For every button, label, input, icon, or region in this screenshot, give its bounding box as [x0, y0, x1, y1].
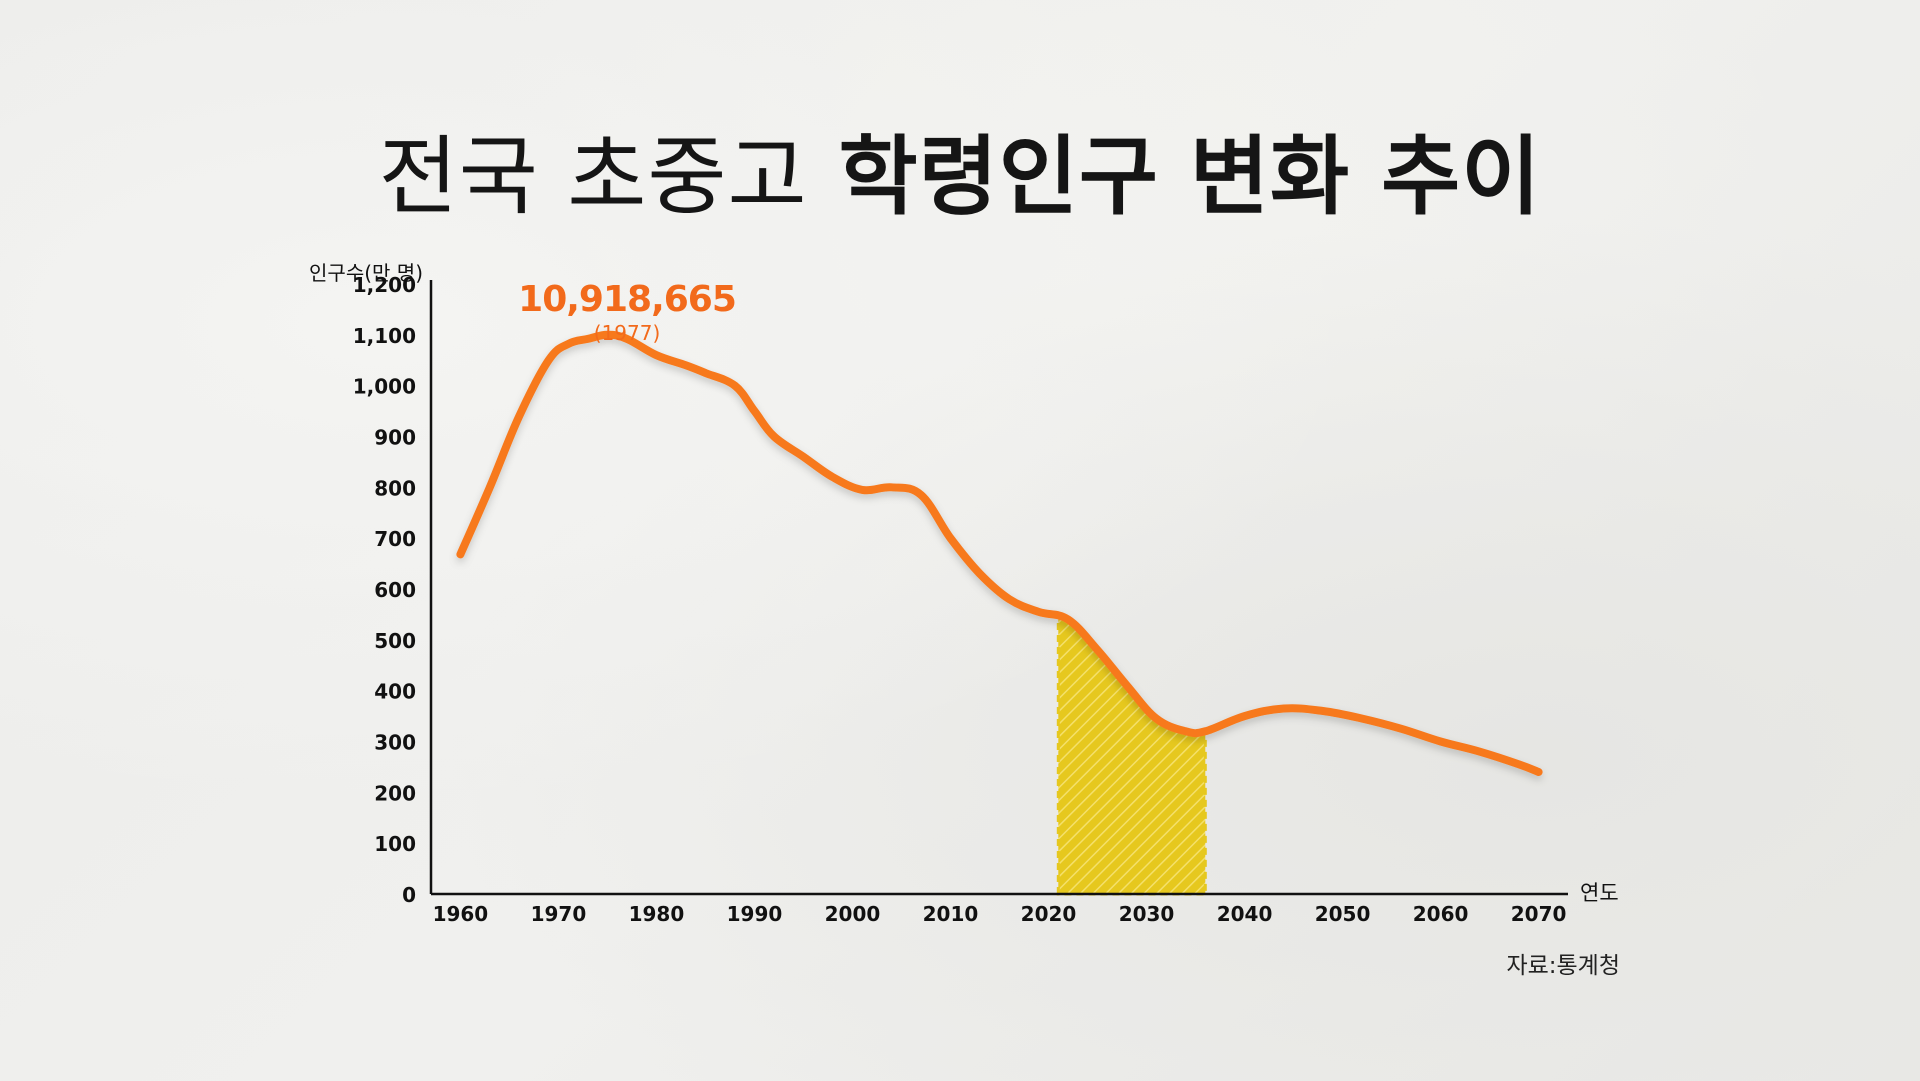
- title-part-1: 전국 초중고: [378, 127, 808, 227]
- x-tick-label: 2050: [1315, 902, 1371, 926]
- y-tick-label: 1,100: [353, 324, 416, 348]
- y-tick-label: 400: [374, 680, 416, 704]
- x-tick-label: 2040: [1217, 902, 1273, 926]
- title-part-2: 학령인구 변화 추이: [838, 127, 1542, 227]
- y-tick-label: 600: [374, 578, 416, 602]
- peak-year-label: (1977): [594, 321, 661, 345]
- x-tick-label: 1970: [531, 902, 587, 926]
- y-tick-label: 800: [374, 476, 416, 500]
- x-tick-label: 1960: [433, 902, 489, 926]
- y-tick-label: 200: [374, 781, 416, 805]
- y-tick-label: 700: [374, 527, 416, 551]
- x-tick-label: 2070: [1511, 902, 1567, 926]
- y-tick-label: 1,000: [353, 375, 416, 399]
- x-tick-label: 2020: [1021, 902, 1077, 926]
- x-axis-label: 연도: [1580, 881, 1619, 905]
- x-tick-label: 2000: [825, 902, 881, 926]
- y-axis-label: 인구수(만 명): [309, 261, 423, 285]
- y-tick-label: 500: [374, 629, 416, 653]
- chart-title: 전국 초중고 학령인구 변화 추이: [0, 128, 1920, 227]
- x-tick-label: 1990: [727, 902, 783, 926]
- y-tick-label: 1,200: [353, 273, 416, 297]
- y-tick-label: 0: [402, 883, 416, 907]
- peak-value-label: 10,918,665: [518, 279, 736, 320]
- y-tick-label: 300: [374, 731, 416, 755]
- x-tick-label: 2060: [1413, 902, 1469, 926]
- y-tick-label: 900: [374, 426, 416, 450]
- highlight-region: [1056, 615, 1207, 896]
- x-tick-label: 1980: [629, 902, 685, 926]
- x-tick-label: 2010: [923, 902, 979, 926]
- series-line: [456, 330, 1543, 776]
- x-tick-label: 2030: [1119, 902, 1175, 926]
- source-note: 자료:통계청: [1506, 953, 1620, 979]
- y-tick-label: 100: [374, 832, 416, 856]
